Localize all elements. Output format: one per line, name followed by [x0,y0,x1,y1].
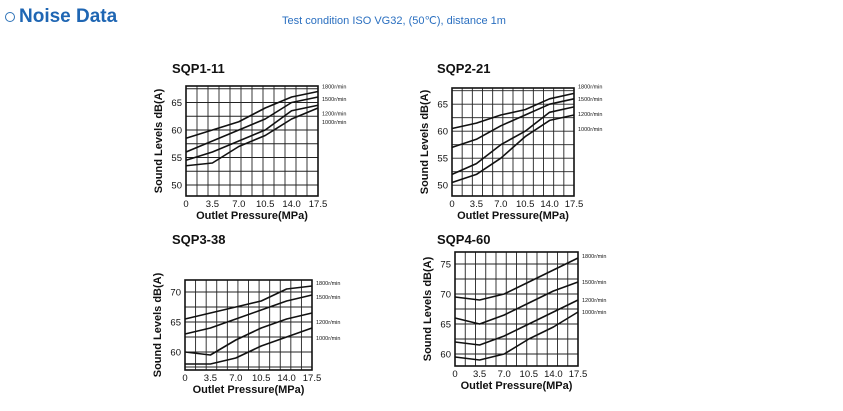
y-tick-label: 60 [437,127,448,138]
y-tick-label: 75 [440,260,451,271]
x-tick-label: 0 [452,369,457,380]
series-line-1800r-min [451,92,575,130]
series-line-1200r-min [451,106,575,176]
series-label: 1500r/min [316,295,340,301]
x-tick-label: 10.5 [520,369,539,380]
y-tick-label: 70 [440,290,451,301]
y-tick-label: 50 [171,181,182,192]
x-axis-label: Outlet Pressure(MPa) [461,380,573,392]
x-tick-label: 17.5 [569,369,588,380]
x-tick-label: 3.5 [470,199,483,210]
series-label: 1800r/min [322,85,346,91]
series-line-1200r-min [184,312,313,356]
chart-title: SQP2-21 [437,61,490,76]
series-label: 1000r/min [582,310,606,316]
x-tick-label: 14.0 [540,199,559,210]
y-tick-label: 70 [170,288,181,299]
series-line-1800r-min [454,257,579,301]
series-label: 1200r/min [322,111,346,117]
series-label: 1000r/min [316,336,340,342]
page-title: Noise Data [19,6,118,27]
y-tick-label: 55 [171,153,182,164]
series-line-1200r-min [454,299,579,346]
series-label: 1200r/min [316,320,340,326]
y-tick-label: 65 [440,320,451,331]
test-condition-note: Test condition ISO VG32, (50℃), distance… [282,15,506,27]
series-label: 1800r/min [316,281,340,287]
series-label: 1200r/min [578,112,602,118]
chart-sqp2-21: SQP2-21 50 55 60 65 0 3.5 7.0 10.5 14.0 17.5Outlet… [419,61,602,222]
series-label: 1000r/min [322,120,346,126]
series-label: 1200r/min [582,298,606,304]
x-tick-label: 17.5 [565,199,584,210]
y-tick-label: 65 [171,98,182,109]
x-tick-label: 7.0 [229,373,242,384]
series-label: 1500r/min [578,97,602,103]
x-tick-label: 10.5 [516,199,535,210]
series-line-1800r-min [185,90,319,140]
x-tick-label: 10.5 [256,199,275,210]
circle-bullet-icon [5,12,15,22]
plot-frame [454,251,579,367]
series-label: 1000r/min [578,127,602,133]
series-line-1500r-min [184,294,313,335]
x-tick-label: 14.0 [544,369,563,380]
series-label: 1500r/min [582,280,606,286]
series-label: 1800r/min [582,254,606,260]
x-axis-label: Outlet Pressure(MPa) [457,210,569,222]
x-tick-label: 14.0 [282,199,301,210]
x-tick-label: 7.0 [232,199,245,210]
y-tick-label: 55 [437,154,448,165]
chart-title: SQP4-60 [437,232,490,247]
x-tick-label: 10.5 [252,373,271,384]
x-tick-label: 0 [182,373,187,384]
x-tick-label: 17.5 [309,199,328,210]
series-label: 1500r/min [322,97,346,103]
section-header: Noise Data [5,5,117,29]
x-tick-label: 7.0 [498,369,511,380]
y-axis-label: Sound Levels dB(A) [422,256,434,361]
y-tick-label: 65 [170,318,181,329]
x-axis-label: Outlet Pressure(MPa) [193,384,305,396]
series-line-1000r-min [454,311,579,361]
x-tick-label: 3.5 [206,199,219,210]
x-tick-label: 17.5 [303,373,322,384]
chart-title: SQP3-38 [172,232,225,247]
chart-title: SQP1-11 [172,61,225,76]
series-line-1000r-min [185,107,319,167]
x-tick-label: 0 [183,199,188,210]
x-tick-label: 3.5 [204,373,217,384]
series-line-1800r-min [184,285,313,320]
series-line-1200r-min [185,104,319,162]
y-tick-label: 60 [171,126,182,137]
series-line-1500r-min [185,96,319,153]
series-line-1000r-min [451,114,575,184]
chart-sqp4-60: SQP4-60 60 65 70 75 0 3.5 7.0 10.5 14.0 17.5Outlet… [422,232,606,392]
y-tick-label: 60 [170,348,181,359]
x-axis-label: Outlet Pressure(MPa) [196,210,308,222]
y-tick-label: 60 [440,350,451,361]
chart-sqp1-11: SQP1-11 50 55 60 65 0 3.5 7.0 10.5 14.0 17.5Outlet… [153,61,346,222]
y-axis-label: Sound Levels dB(A) [153,88,165,193]
series-label: 1800r/min [578,84,602,90]
plot-frame [451,87,575,197]
x-tick-label: 0 [449,199,454,210]
series-line-1500r-min [454,281,579,325]
plot-frame [185,85,319,197]
y-tick-label: 50 [437,181,448,192]
x-tick-label: 14.0 [277,373,296,384]
y-tick-label: 65 [437,100,448,111]
series-line-1000r-min [185,327,313,365]
y-axis-label: Sound Levels dB(A) [152,272,164,377]
plot-frame [184,279,313,371]
x-tick-label: 7.0 [494,199,507,210]
y-axis-label: Sound Levels dB(A) [419,89,431,194]
x-tick-label: 3.5 [473,369,486,380]
series-line-1500r-min [451,98,575,149]
